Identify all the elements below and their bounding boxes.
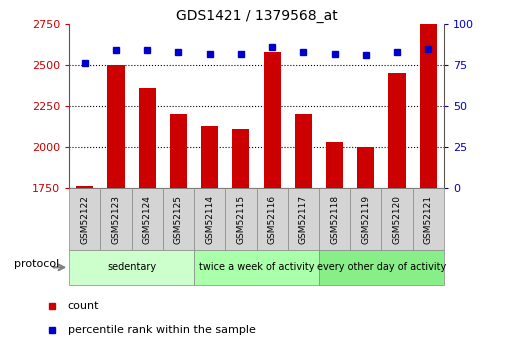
Bar xyxy=(101,188,132,250)
Text: GSM52125: GSM52125 xyxy=(174,195,183,244)
Bar xyxy=(381,188,412,250)
Bar xyxy=(319,250,444,285)
Text: GSM52119: GSM52119 xyxy=(361,195,370,244)
Text: GSM52115: GSM52115 xyxy=(236,195,245,244)
Title: GDS1421 / 1379568_at: GDS1421 / 1379568_at xyxy=(175,9,338,23)
Bar xyxy=(69,188,101,250)
Text: GSM52124: GSM52124 xyxy=(143,195,152,244)
Text: GSM52117: GSM52117 xyxy=(299,195,308,244)
Bar xyxy=(420,24,437,188)
Bar xyxy=(76,186,93,188)
Bar xyxy=(256,188,288,250)
Bar xyxy=(108,65,125,188)
Bar xyxy=(163,188,194,250)
Bar xyxy=(288,188,319,250)
Bar xyxy=(357,147,374,188)
Text: GSM52118: GSM52118 xyxy=(330,195,339,244)
Bar xyxy=(350,188,381,250)
Bar xyxy=(201,126,218,188)
Bar xyxy=(139,88,156,188)
Text: GSM52120: GSM52120 xyxy=(392,195,402,244)
Bar xyxy=(264,52,281,188)
Bar xyxy=(319,188,350,250)
Text: GSM52122: GSM52122 xyxy=(81,195,89,244)
Text: twice a week of activity: twice a week of activity xyxy=(199,263,314,272)
Bar xyxy=(412,188,444,250)
Bar xyxy=(326,142,343,188)
Text: GSM52123: GSM52123 xyxy=(111,195,121,244)
Text: GSM52116: GSM52116 xyxy=(268,195,277,244)
Text: protocol: protocol xyxy=(14,259,59,269)
Bar xyxy=(194,188,225,250)
Text: GSM52121: GSM52121 xyxy=(424,195,432,244)
Bar xyxy=(170,114,187,188)
Bar xyxy=(295,114,312,188)
Text: percentile rank within the sample: percentile rank within the sample xyxy=(68,325,255,335)
Bar xyxy=(232,129,249,188)
Bar xyxy=(132,188,163,250)
Bar xyxy=(225,188,256,250)
Text: sedentary: sedentary xyxy=(107,263,156,272)
Bar xyxy=(388,73,405,188)
Text: every other day of activity: every other day of activity xyxy=(317,263,446,272)
Bar xyxy=(194,250,319,285)
Bar xyxy=(69,250,194,285)
Text: count: count xyxy=(68,301,99,311)
Text: GSM52114: GSM52114 xyxy=(205,195,214,244)
